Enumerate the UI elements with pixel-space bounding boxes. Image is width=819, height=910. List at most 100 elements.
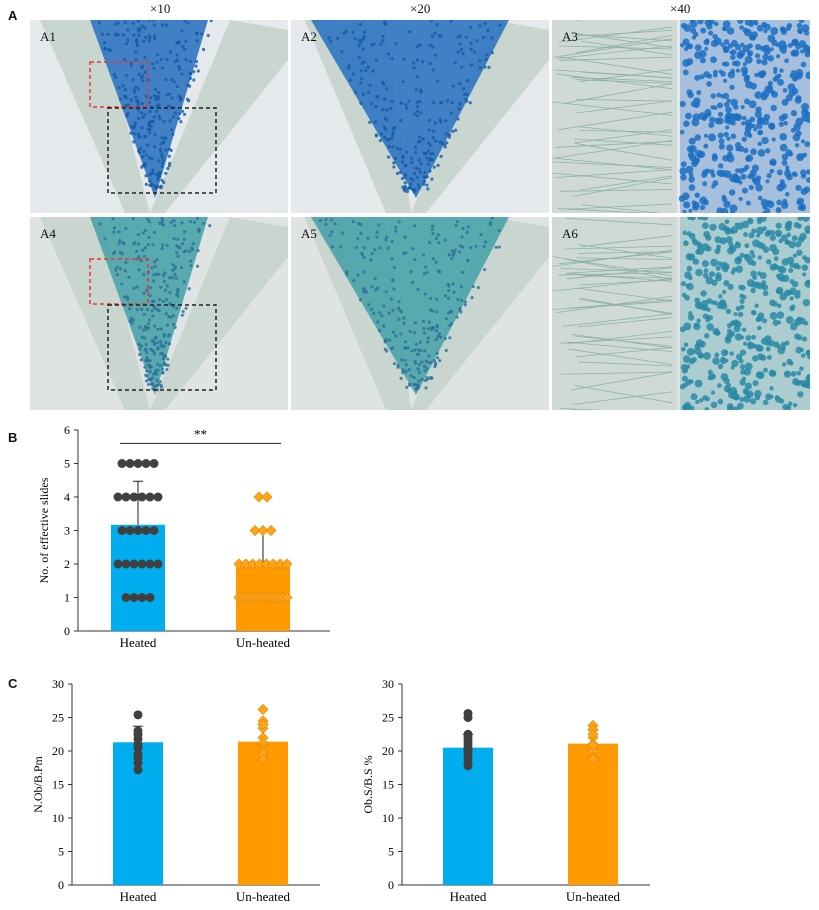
data-point [257, 524, 269, 537]
y-tick-label: 20 [52, 744, 64, 758]
data-point [240, 558, 252, 570]
bar [111, 524, 165, 631]
data-point [257, 703, 269, 715]
data-point [133, 753, 143, 763]
category-label: Un-heated [566, 889, 621, 904]
y-tick-label: 5 [64, 457, 70, 471]
data-point [113, 559, 123, 569]
category-label: Heated [450, 889, 487, 904]
y-tick-label: 10 [52, 811, 64, 825]
y-tick-label: 0 [388, 878, 394, 892]
micrograph-image [291, 20, 549, 213]
micrograph-image [30, 20, 288, 213]
micrograph-label: A2 [301, 29, 317, 44]
panel-label-b: B [8, 430, 18, 445]
bar-chart-obs-bs: 0 5 10 15 20 25 30 Ob.S/B.S % Heated Un-heated [361, 677, 650, 904]
y-tick-label: 3 [64, 524, 70, 538]
data-point [133, 710, 143, 720]
data-point [463, 713, 473, 722]
micrograph-label: A1 [40, 29, 56, 44]
micrograph-image [552, 217, 810, 410]
y-tick-label: 0 [58, 878, 64, 892]
y-tick-label: 1 [64, 591, 70, 605]
data-point [233, 558, 245, 570]
data-point [137, 559, 147, 569]
micrograph-tile: A3 [552, 20, 810, 213]
y-tick-label: 15 [52, 778, 64, 792]
micrograph-label: A5 [301, 226, 317, 241]
data-point [261, 491, 273, 503]
bar [568, 743, 618, 885]
data-point [267, 558, 279, 570]
data-point [253, 491, 265, 503]
micrograph-tile: A4 [30, 217, 288, 410]
magnification-label: ×40 [670, 1, 691, 16]
data-point [274, 558, 286, 570]
bar-chart-effective-slides: 0 1 2 3 4 5 6 No. of effective slides Heated Un-h… [37, 423, 330, 650]
data-point [141, 526, 151, 535]
data-point [137, 492, 147, 502]
bar [443, 747, 493, 885]
data-point [463, 739, 473, 749]
data-point [257, 737, 269, 749]
significance-label: ** [194, 426, 207, 441]
panel-label-a: A [8, 8, 18, 23]
y-tick-label: 30 [52, 677, 64, 691]
data-point [149, 526, 159, 535]
panel-label-c: C [8, 676, 18, 691]
y-tick-label: 5 [58, 845, 64, 859]
micrograph-image [30, 217, 288, 410]
y-tick-label: 20 [382, 744, 394, 758]
data-point [145, 492, 155, 502]
y-axis-label: Ob.S/B.S % [361, 755, 375, 813]
data-point [281, 558, 293, 570]
y-tick-label: 4 [64, 490, 70, 504]
data-point [281, 591, 293, 604]
category-label: Heated [120, 889, 157, 904]
data-point [149, 459, 159, 468]
data-point [121, 593, 131, 602]
bar-chart-nob-bpm: 0 5 10 15 20 25 30 N.Ob/B.Pm Heated Un-heated [31, 677, 320, 904]
data-point [129, 492, 139, 502]
y-tick-label: 6 [64, 423, 70, 437]
y-tick-label: 15 [382, 778, 394, 792]
data-point [133, 765, 143, 775]
y-tick-label: 25 [382, 711, 394, 725]
micrograph-label: A4 [40, 226, 56, 241]
data-point [265, 524, 277, 537]
data-point [117, 459, 127, 468]
micrograph-tile: A6 [552, 217, 810, 410]
micrograph-image [291, 217, 549, 410]
y-axis-label: No. of effective slides [37, 477, 51, 583]
data-point [113, 492, 123, 502]
data-point [587, 740, 599, 752]
data-point [153, 492, 163, 502]
magnification-label: ×20 [410, 1, 431, 16]
data-point [153, 559, 163, 569]
data-point [587, 753, 599, 765]
data-point [141, 459, 151, 468]
data-point [125, 459, 135, 468]
micrograph-tile: A1 [30, 20, 288, 213]
data-point [257, 753, 269, 765]
data-point [257, 718, 269, 730]
micrograph-label: A3 [562, 29, 578, 44]
y-tick-label: 10 [382, 811, 394, 825]
data-point [121, 559, 131, 569]
data-point [125, 526, 135, 535]
micrograph-image [552, 20, 810, 213]
data-point [463, 761, 473, 771]
micrograph-tile: A2 [291, 20, 549, 213]
y-tick-label: 25 [52, 711, 64, 725]
data-point [145, 593, 155, 602]
data-point [254, 558, 266, 570]
data-point [133, 459, 143, 468]
data-point [249, 524, 261, 537]
data-point [587, 728, 599, 740]
micrograph-tile: A5 [291, 217, 549, 410]
data-point [117, 526, 127, 535]
data-point [129, 593, 139, 602]
magnification-label: ×10 [150, 1, 171, 16]
y-tick-label: 0 [64, 624, 70, 638]
y-tick-label: 30 [382, 677, 394, 691]
